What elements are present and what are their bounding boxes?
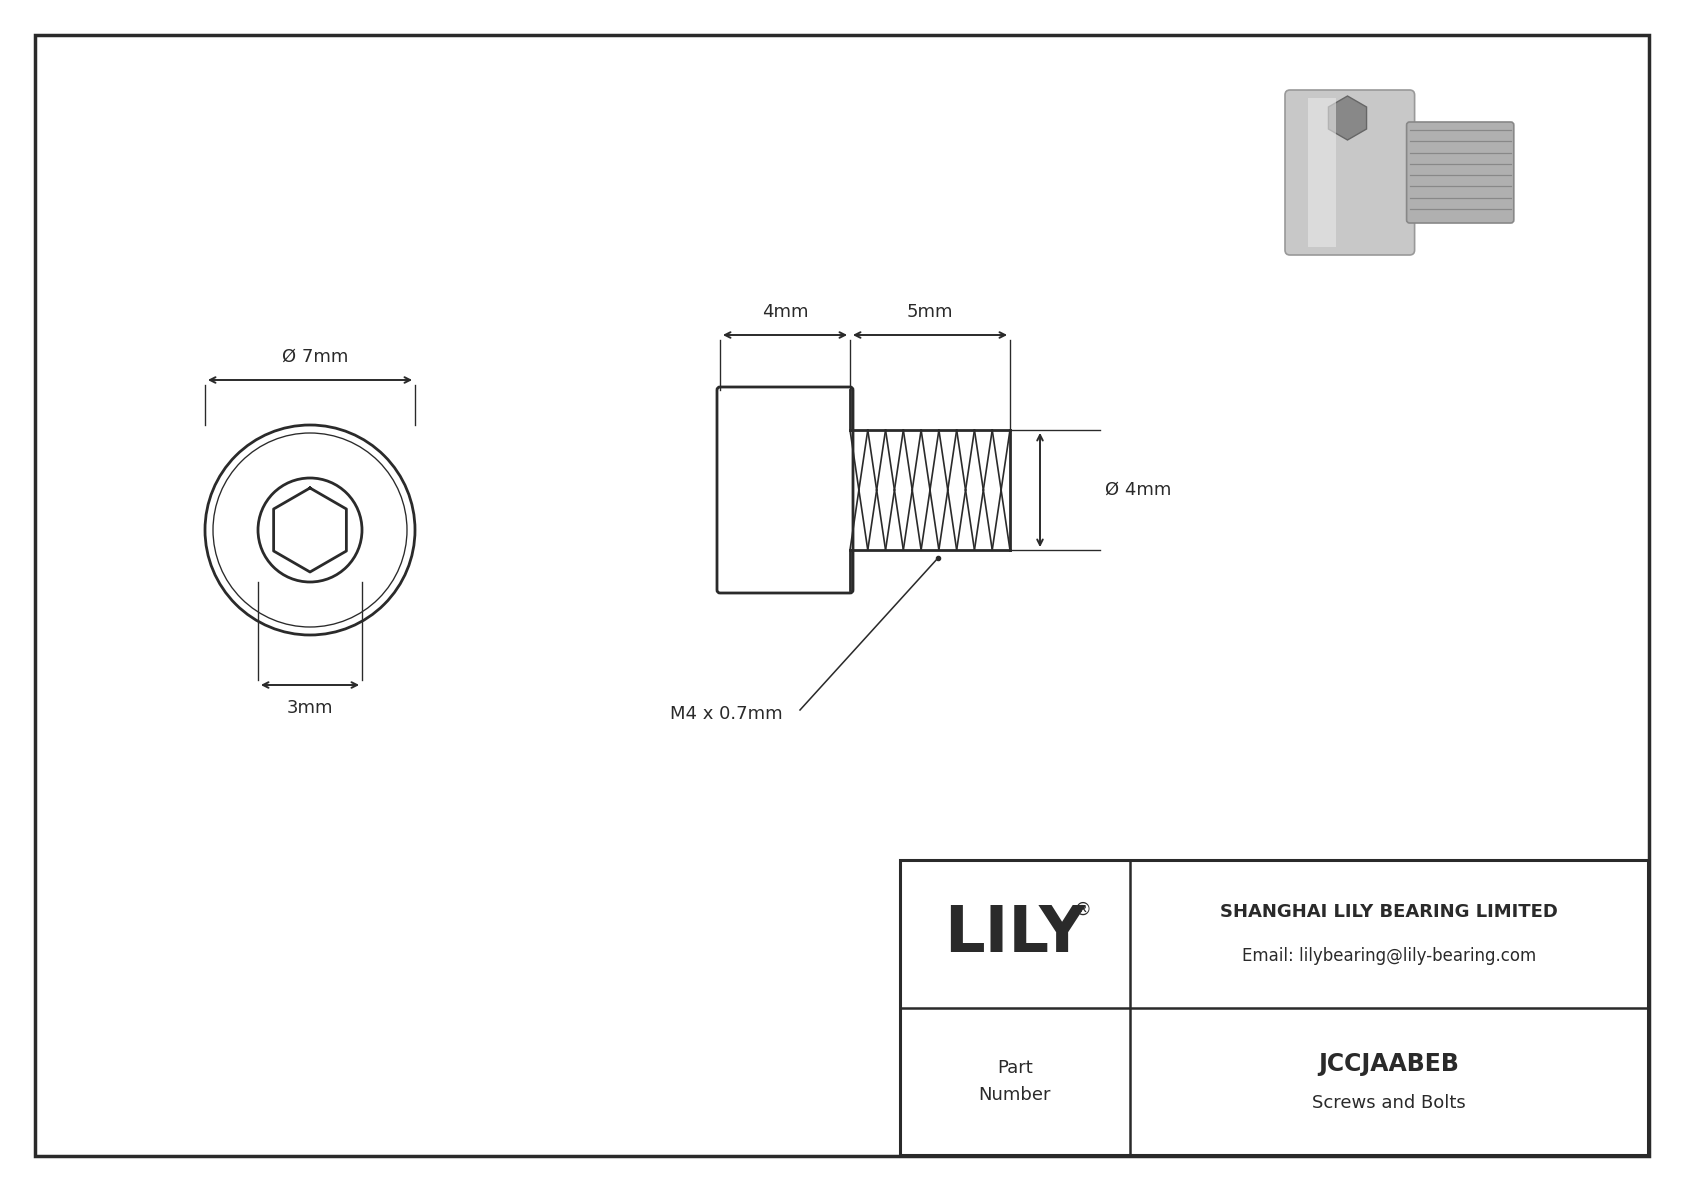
Text: 5mm: 5mm	[906, 303, 953, 322]
FancyBboxPatch shape	[1285, 91, 1415, 255]
Polygon shape	[1329, 96, 1366, 141]
Text: 3mm: 3mm	[286, 699, 333, 717]
Text: SHANGHAI LILY BEARING LIMITED: SHANGHAI LILY BEARING LIMITED	[1221, 903, 1558, 921]
Bar	[899, 860, 1649, 1155]
Text: LILY: LILY	[945, 903, 1086, 965]
Text: ®: ®	[1074, 902, 1091, 919]
Text: Part
Number: Part Number	[978, 1059, 1051, 1104]
Text: Screws and Bolts: Screws and Bolts	[1312, 1095, 1465, 1112]
Text: Ø 4mm: Ø 4mm	[1105, 481, 1172, 499]
Text: JCCJAABEB: JCCJAABEB	[1319, 1052, 1460, 1075]
Text: 4mm: 4mm	[761, 303, 808, 322]
Text: Email: lilybearing@lily-bearing.com: Email: lilybearing@lily-bearing.com	[1241, 947, 1536, 965]
Text: Ø 7mm: Ø 7mm	[281, 348, 349, 366]
Bar	[1308, 98, 1335, 247]
Text: M4 x 0.7mm: M4 x 0.7mm	[670, 705, 783, 723]
FancyBboxPatch shape	[1406, 121, 1514, 223]
